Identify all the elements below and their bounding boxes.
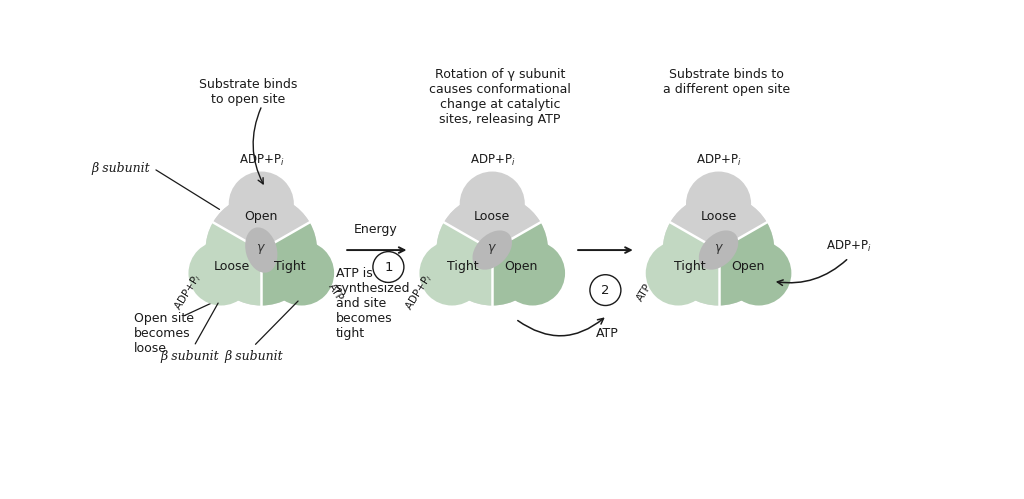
Ellipse shape [698, 231, 738, 269]
Text: $\gamma$: $\gamma$ [714, 243, 724, 256]
Text: ATP is
synthesized
and site
becomes
tight: ATP is synthesized and site becomes tigh… [336, 267, 411, 340]
Wedge shape [671, 195, 767, 250]
Text: β subunit: β subunit [224, 350, 283, 363]
Text: Loose: Loose [474, 210, 510, 224]
Text: β subunit: β subunit [161, 350, 219, 363]
Text: β subunit: β subunit [91, 162, 150, 175]
Text: Substrate binds
to open site: Substrate binds to open site [199, 78, 297, 106]
Text: $\gamma$: $\gamma$ [256, 243, 266, 256]
Text: ADP+P$_i$: ADP+P$_i$ [239, 153, 284, 168]
Circle shape [206, 195, 317, 305]
Text: ADP+P$_i$: ADP+P$_i$ [171, 271, 204, 313]
Text: Loose: Loose [700, 210, 736, 224]
Text: Tight: Tight [274, 260, 306, 273]
Text: ADP+P$_i$: ADP+P$_i$ [470, 153, 515, 168]
Text: Rotation of γ subunit
causes conformational
change at catalytic
sites, releasing: Rotation of γ subunit causes conformatio… [429, 68, 571, 126]
Circle shape [188, 241, 254, 305]
Circle shape [726, 241, 792, 305]
Wedge shape [719, 223, 774, 305]
Wedge shape [213, 195, 309, 250]
Ellipse shape [245, 228, 278, 273]
Text: Open site
becomes
loose: Open site becomes loose [134, 312, 195, 355]
Ellipse shape [472, 231, 512, 269]
Text: Tight: Tight [674, 260, 706, 273]
Wedge shape [444, 195, 541, 250]
Text: Loose: Loose [214, 260, 251, 273]
Text: Substrate binds to
a different open site: Substrate binds to a different open site [663, 68, 790, 96]
Text: Open: Open [731, 260, 764, 273]
Text: $\gamma$: $\gamma$ [487, 243, 498, 256]
Text: Energy: Energy [354, 223, 398, 236]
Text: ATP: ATP [636, 282, 654, 303]
Circle shape [228, 172, 294, 236]
Wedge shape [436, 223, 493, 305]
Wedge shape [206, 223, 261, 305]
Wedge shape [493, 223, 548, 305]
Circle shape [420, 241, 484, 305]
Wedge shape [261, 223, 317, 305]
Circle shape [460, 172, 524, 236]
Text: 1: 1 [384, 260, 392, 273]
Text: Open: Open [505, 260, 538, 273]
Circle shape [646, 241, 711, 305]
Circle shape [686, 172, 751, 236]
Text: ADP+P$_i$: ADP+P$_i$ [401, 271, 435, 313]
Circle shape [663, 195, 774, 305]
Text: 2: 2 [601, 283, 609, 296]
Text: ATP: ATP [326, 282, 344, 303]
Circle shape [590, 275, 621, 305]
Text: Open: Open [245, 210, 278, 224]
Text: ADP+P$_i$: ADP+P$_i$ [826, 239, 871, 254]
Text: Tight: Tight [447, 260, 479, 273]
Text: ADP+P$_i$: ADP+P$_i$ [696, 153, 741, 168]
Circle shape [500, 241, 565, 305]
Wedge shape [663, 223, 719, 305]
Text: ATP: ATP [596, 327, 618, 340]
Circle shape [436, 195, 548, 305]
Circle shape [373, 251, 403, 282]
Circle shape [269, 241, 334, 305]
